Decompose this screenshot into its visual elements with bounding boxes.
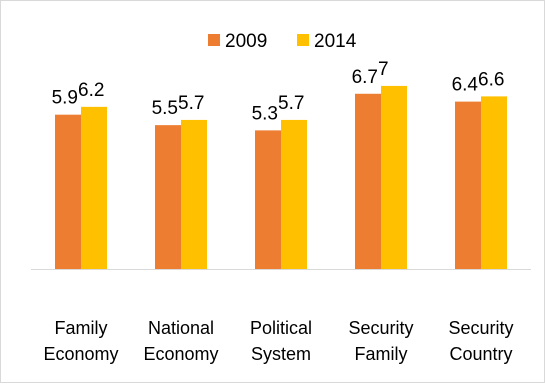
legend: 2009 2014 <box>208 31 357 52</box>
x-tick-label-4-1: Country <box>449 344 512 364</box>
value-label-2014-1: 5.7 <box>178 93 204 114</box>
bar-2014-1 <box>181 119 207 269</box>
value-label-2009-0: 5.9 <box>52 88 78 109</box>
bar-2014-3 <box>381 85 407 269</box>
bar-2009-4 <box>455 101 481 269</box>
x-tick-label-0-0: Family <box>55 318 108 338</box>
value-labels-layer: 5.9 6.25.5 5.7 5.3 5.76.7 76.4 6.6 <box>52 59 505 124</box>
value-label-2009-4: 6.4 <box>452 75 479 96</box>
x-tick-label-2-1: System <box>251 344 311 364</box>
x-tick-label-4-0: Security <box>448 318 513 338</box>
x-tick-label-2-0: Political <box>250 318 312 338</box>
bars-layer <box>55 85 507 270</box>
bar-2009-2 <box>255 130 281 269</box>
x-tick-label-1-1: Economy <box>143 344 218 364</box>
bar-2009-1 <box>155 125 181 270</box>
value-label-2014-4: 6.6 <box>478 69 504 90</box>
legend-swatch-2009 <box>208 34 220 46</box>
x-tick-labels: Family Economy National Economy Political Sys… <box>43 318 513 364</box>
x-tick-label-1-0: National <box>148 318 214 338</box>
bar-2014-4 <box>481 96 507 269</box>
x-tick-label-3-1: Family <box>355 344 408 364</box>
value-label-2009-1: 5.5 <box>152 98 178 119</box>
value-label-2014-0: 6.2 <box>78 80 104 101</box>
bar-2009-0 <box>55 114 81 269</box>
value-label-2014-2: 5.7 <box>278 93 304 114</box>
bar-2014-2 <box>281 119 307 269</box>
value-label-2014-3: 7 <box>378 59 389 80</box>
legend-label-2009: 2009 <box>225 31 267 52</box>
value-label-2009-3: 6.7 <box>352 67 378 88</box>
legend-swatch-2014 <box>297 34 309 46</box>
legend-label-2014: 2014 <box>314 31 357 52</box>
value-label-2009-2: 5.3 <box>252 103 278 124</box>
bar-2009-3 <box>355 93 381 270</box>
bar-2014-0 <box>81 106 107 269</box>
x-tick-label-0-1: Economy <box>43 344 118 364</box>
x-tick-label-3-0: Security <box>348 318 413 338</box>
